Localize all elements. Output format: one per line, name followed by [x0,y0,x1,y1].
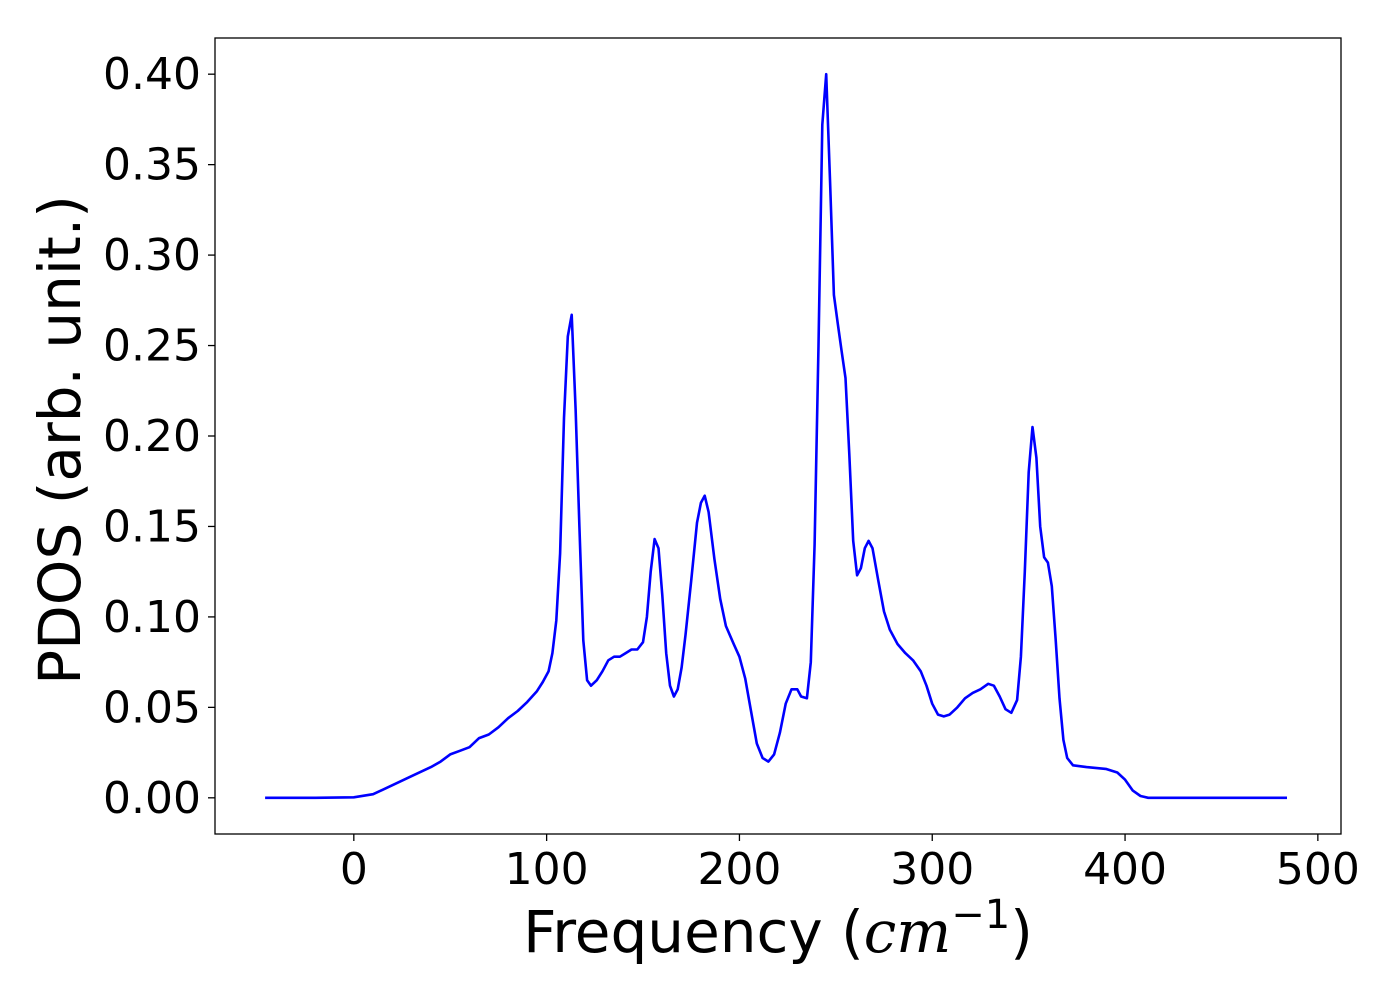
y-tick-label: 0.00 [103,773,201,824]
y-tick-label: 0.20 [103,411,201,462]
x-axis-label-close: ) [1010,898,1033,966]
x-tick-label: 300 [890,844,974,895]
x-axis-label: Frequency (cm−1) [523,892,1033,966]
x-tick-label: 200 [697,844,781,895]
y-tick-label: 0.10 [103,592,201,643]
x-tick-label: 100 [505,844,589,895]
series-line-0 [265,72,1287,800]
x-tick-label: 400 [1083,844,1167,895]
x-axis-label-text: Frequency ( [523,898,864,966]
x-tick-label: 500 [1276,844,1360,895]
y-axis-label: PDOS (arb. unit.) [26,195,94,685]
y-axis: 0.00 0.05 0.10 0.15 0.20 0.25 0.30 0.35 0.40 [103,49,215,824]
y-tick-label: 0.35 [103,140,201,191]
x-axis-label-unit: cm [864,898,951,966]
y-tick-label: 0.25 [103,321,201,372]
y-tick-label: 0.30 [103,230,201,281]
plot-area [265,72,1287,800]
y-tick-label: 0.05 [103,682,201,733]
x-axis: 0 100 200 300 400 500 [340,834,1360,895]
y-tick-label: 0.15 [103,501,201,552]
y-tick-label: 0.40 [103,49,201,100]
x-tick-label: 0 [340,844,368,895]
x-axis-label-exponent: −1 [951,892,1010,938]
